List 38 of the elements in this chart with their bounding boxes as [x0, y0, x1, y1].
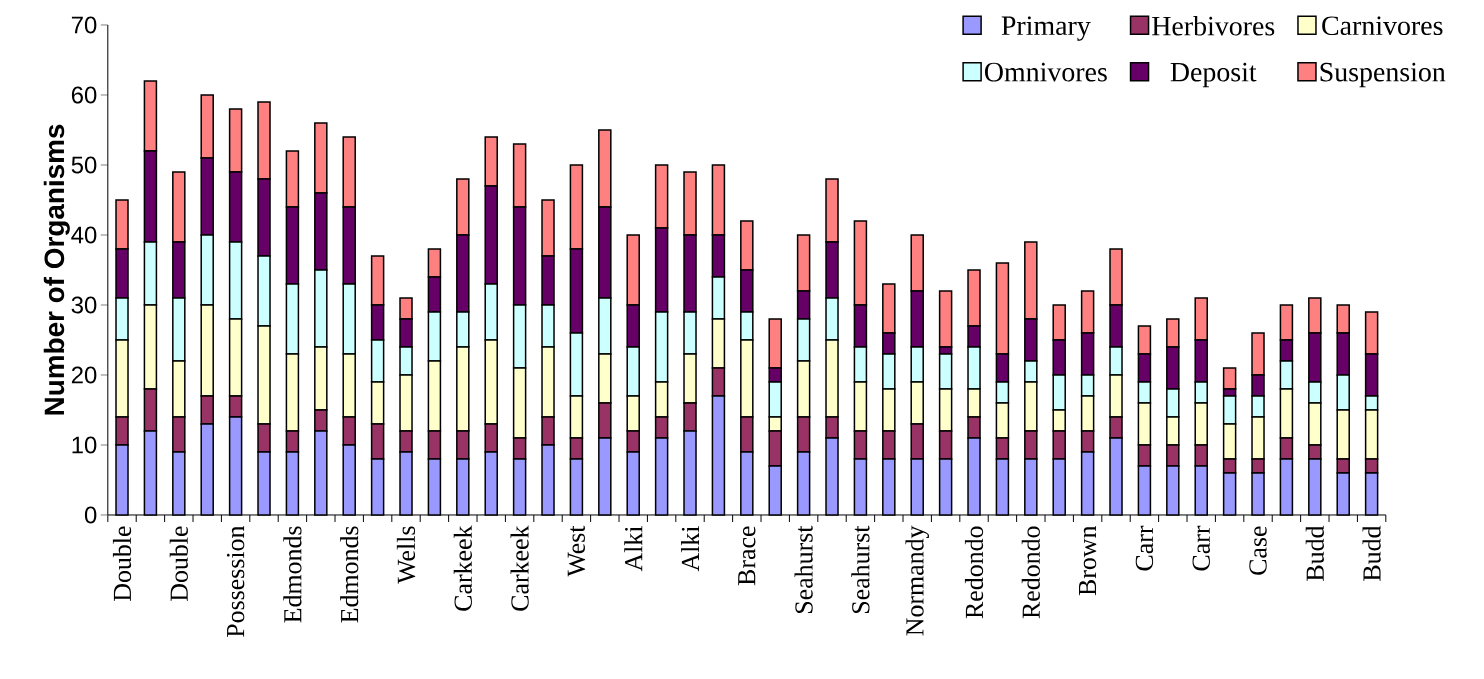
x-tick-label: Wells — [396, 526, 416, 584]
x-tick-label: Alki — [624, 526, 643, 572]
x-tick-label: Double — [169, 526, 188, 602]
x-tick-label: Case — [1249, 526, 1267, 575]
legend-label: Omnivores — [984, 62, 1107, 82]
x-tick-label: Redondo — [964, 526, 984, 619]
x-tick-label: Budd — [1362, 525, 1381, 581]
x-tick-label: Carr — [1135, 525, 1154, 571]
x-tick-label: Brace — [738, 526, 756, 586]
x-tick-label: Brown — [1079, 525, 1097, 596]
y-tick-label: 70 — [71, 16, 97, 34]
x-tick-label: Budd — [1305, 525, 1324, 581]
legend-label: Herbivores — [1152, 15, 1275, 36]
x-tick-label: West — [567, 525, 586, 577]
x-tick-label: Double — [112, 526, 132, 602]
legend-label: Deposit — [1170, 62, 1257, 88]
y-tick-label: 30 — [71, 296, 97, 314]
x-tick-label: Carkeek — [453, 525, 472, 611]
x-tick-label: Carr — [1192, 525, 1210, 571]
x-tick-label: Possession — [226, 525, 245, 638]
y-tick-label: 50 — [71, 156, 97, 174]
x-tick-label: Seahurst — [794, 525, 813, 613]
x-tick-label: Redondo — [1021, 526, 1040, 619]
y-tick-label: 0 — [84, 506, 97, 524]
x-tick-label: Carkeek — [510, 525, 529, 611]
y-tick-label: 20 — [71, 366, 97, 384]
legend-label: Suspension — [1320, 62, 1446, 88]
y-axis-title: Number of Organisms — [43, 124, 70, 415]
legend-label: Carnivores — [1322, 16, 1443, 36]
x-tick-label: Edmonds — [340, 526, 359, 623]
legend-label: Primary — [1001, 16, 1091, 41]
y-tick-label: 10 — [72, 436, 97, 454]
x-tick-label: Normandy — [905, 525, 929, 636]
x-tick-label: Alki — [681, 526, 699, 572]
x-tick-label: Seahurst — [851, 525, 870, 613]
y-tick-label: 60 — [71, 86, 97, 104]
y-tick-label: 40 — [71, 226, 97, 244]
x-tick-label: Edmonds — [283, 526, 302, 623]
